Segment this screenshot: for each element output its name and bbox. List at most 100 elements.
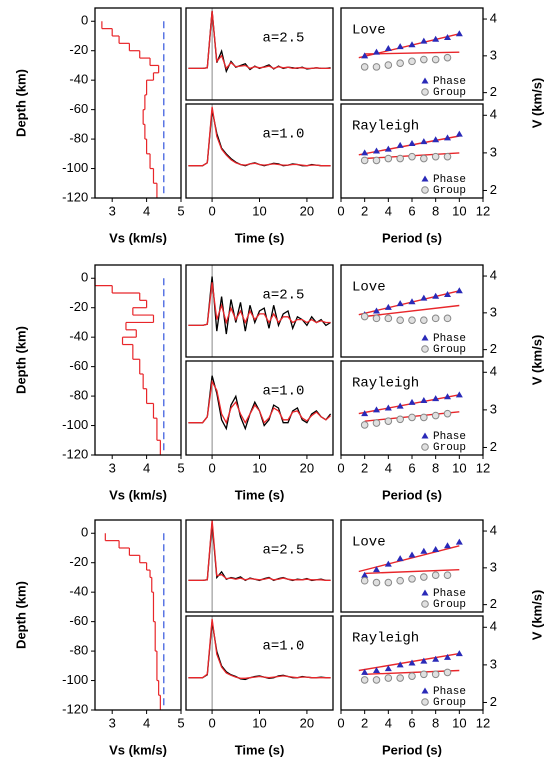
- group-marker: [384, 674, 393, 682]
- panel-label: a=2.5: [262, 543, 304, 559]
- phase-marker: [420, 138, 428, 145]
- y-tick-label: -60: [69, 358, 88, 373]
- panel-label: a=1.0: [262, 384, 304, 400]
- y-tick-label: 3: [490, 559, 497, 574]
- group-marker: [360, 156, 369, 165]
- model-curve: [358, 545, 460, 573]
- phase-marker: [408, 298, 416, 305]
- phase-marker: [373, 667, 380, 674]
- group-marker: [360, 312, 369, 321]
- x-tick-label: 3: [109, 460, 116, 475]
- y-tick-label: -40: [69, 584, 88, 599]
- x-tick-label: 10: [452, 460, 466, 475]
- x-axis-label: Time (s): [235, 742, 285, 757]
- group-marker: [384, 578, 393, 587]
- model-curve: [358, 652, 460, 672]
- waveform: [188, 10, 331, 70]
- legend-label: Phase: [433, 431, 466, 443]
- panel-frame: [185, 103, 334, 199]
- y-axis-label: V (km/s): [529, 78, 544, 129]
- legend-label: Group: [433, 87, 466, 99]
- x-tick-label: 10: [252, 203, 266, 218]
- y-axis-label: Depth (km): [13, 581, 28, 649]
- phase-marker: [421, 175, 429, 182]
- y-tick-label: 2: [490, 341, 497, 356]
- panel-label: a=1.0: [262, 639, 304, 655]
- panel-frame: [94, 264, 182, 456]
- legend-label: Phase: [433, 76, 466, 88]
- y-axis-label: Depth (km): [13, 69, 28, 137]
- x-tick-label: 0: [337, 715, 344, 730]
- group-marker: [384, 61, 393, 69]
- panel-frame: [340, 103, 484, 199]
- phase-marker: [455, 287, 463, 294]
- y-tick-label: -120: [62, 701, 88, 716]
- group-marker: [372, 419, 381, 427]
- phase-marker: [455, 538, 463, 545]
- x-tick-label: 12: [476, 715, 490, 730]
- y-tick-label: 4: [490, 10, 497, 25]
- phase-marker: [444, 393, 451, 400]
- phase-marker: [444, 33, 451, 40]
- panel-label: Rayleigh: [352, 376, 419, 392]
- phase-marker: [373, 566, 380, 573]
- phase-marker: [361, 149, 369, 156]
- panel-frame: [185, 7, 334, 101]
- group-marker: [421, 443, 429, 451]
- y-tick-label: 4: [490, 267, 497, 282]
- y-tick-label: 3: [490, 47, 497, 62]
- x-axis-label: Vs (km/s): [109, 230, 167, 245]
- y-tick-label: 3: [490, 304, 497, 319]
- group-marker: [431, 411, 440, 420]
- y-tick-label: 2: [490, 439, 497, 454]
- waveform: [188, 618, 331, 679]
- y-tick-label: -80: [69, 643, 88, 658]
- legend-label: Phase: [433, 686, 466, 698]
- phase-marker: [373, 147, 380, 154]
- group-marker: [360, 676, 369, 684]
- legend-label: Group: [433, 344, 466, 356]
- y-tick-label: -20: [69, 554, 88, 569]
- group-marker: [431, 314, 440, 323]
- x-tick-label: 3: [109, 203, 116, 218]
- x-tick-label: 6: [408, 460, 415, 475]
- x-tick-label: 4: [385, 460, 392, 475]
- panel-frame: [340, 519, 484, 613]
- panel-frame: [185, 264, 334, 358]
- phase-marker: [420, 547, 428, 554]
- phase-marker: [408, 551, 416, 558]
- x-axis-label: Period (s): [382, 742, 442, 757]
- x-tick-label: 5: [177, 460, 184, 475]
- x-tick-label: 20: [300, 203, 314, 218]
- phase-marker: [432, 35, 440, 42]
- phase-marker: [420, 657, 428, 664]
- group-marker: [420, 154, 428, 163]
- phase-marker: [455, 30, 463, 37]
- waveform: [188, 276, 331, 335]
- group-marker: [443, 53, 452, 62]
- x-tick-label: 20: [300, 460, 314, 475]
- group-marker: [421, 186, 429, 194]
- waveform: [188, 520, 331, 582]
- phase-marker: [421, 334, 429, 341]
- waveform: [188, 379, 332, 425]
- y-tick-label: -100: [62, 417, 88, 432]
- x-tick-label: 4: [143, 715, 150, 730]
- y-tick-label: 0: [81, 270, 88, 285]
- phase-marker: [373, 406, 380, 413]
- group-marker: [360, 576, 369, 585]
- panel-frame: [185, 360, 334, 456]
- y-tick-label: -120: [62, 446, 88, 461]
- x-tick-label: 4: [143, 460, 150, 475]
- phase-marker: [420, 37, 428, 44]
- legend-label: Phase: [433, 333, 466, 345]
- x-axis-label: Time (s): [235, 487, 285, 502]
- phase-marker: [444, 290, 451, 297]
- y-tick-label: 3: [490, 656, 497, 671]
- group-marker: [408, 575, 416, 583]
- group-marker: [384, 417, 393, 425]
- phase-marker: [432, 545, 440, 552]
- phase-marker: [361, 668, 369, 675]
- x-axis-label: Time (s): [235, 230, 285, 245]
- y-tick-label: -60: [69, 101, 88, 116]
